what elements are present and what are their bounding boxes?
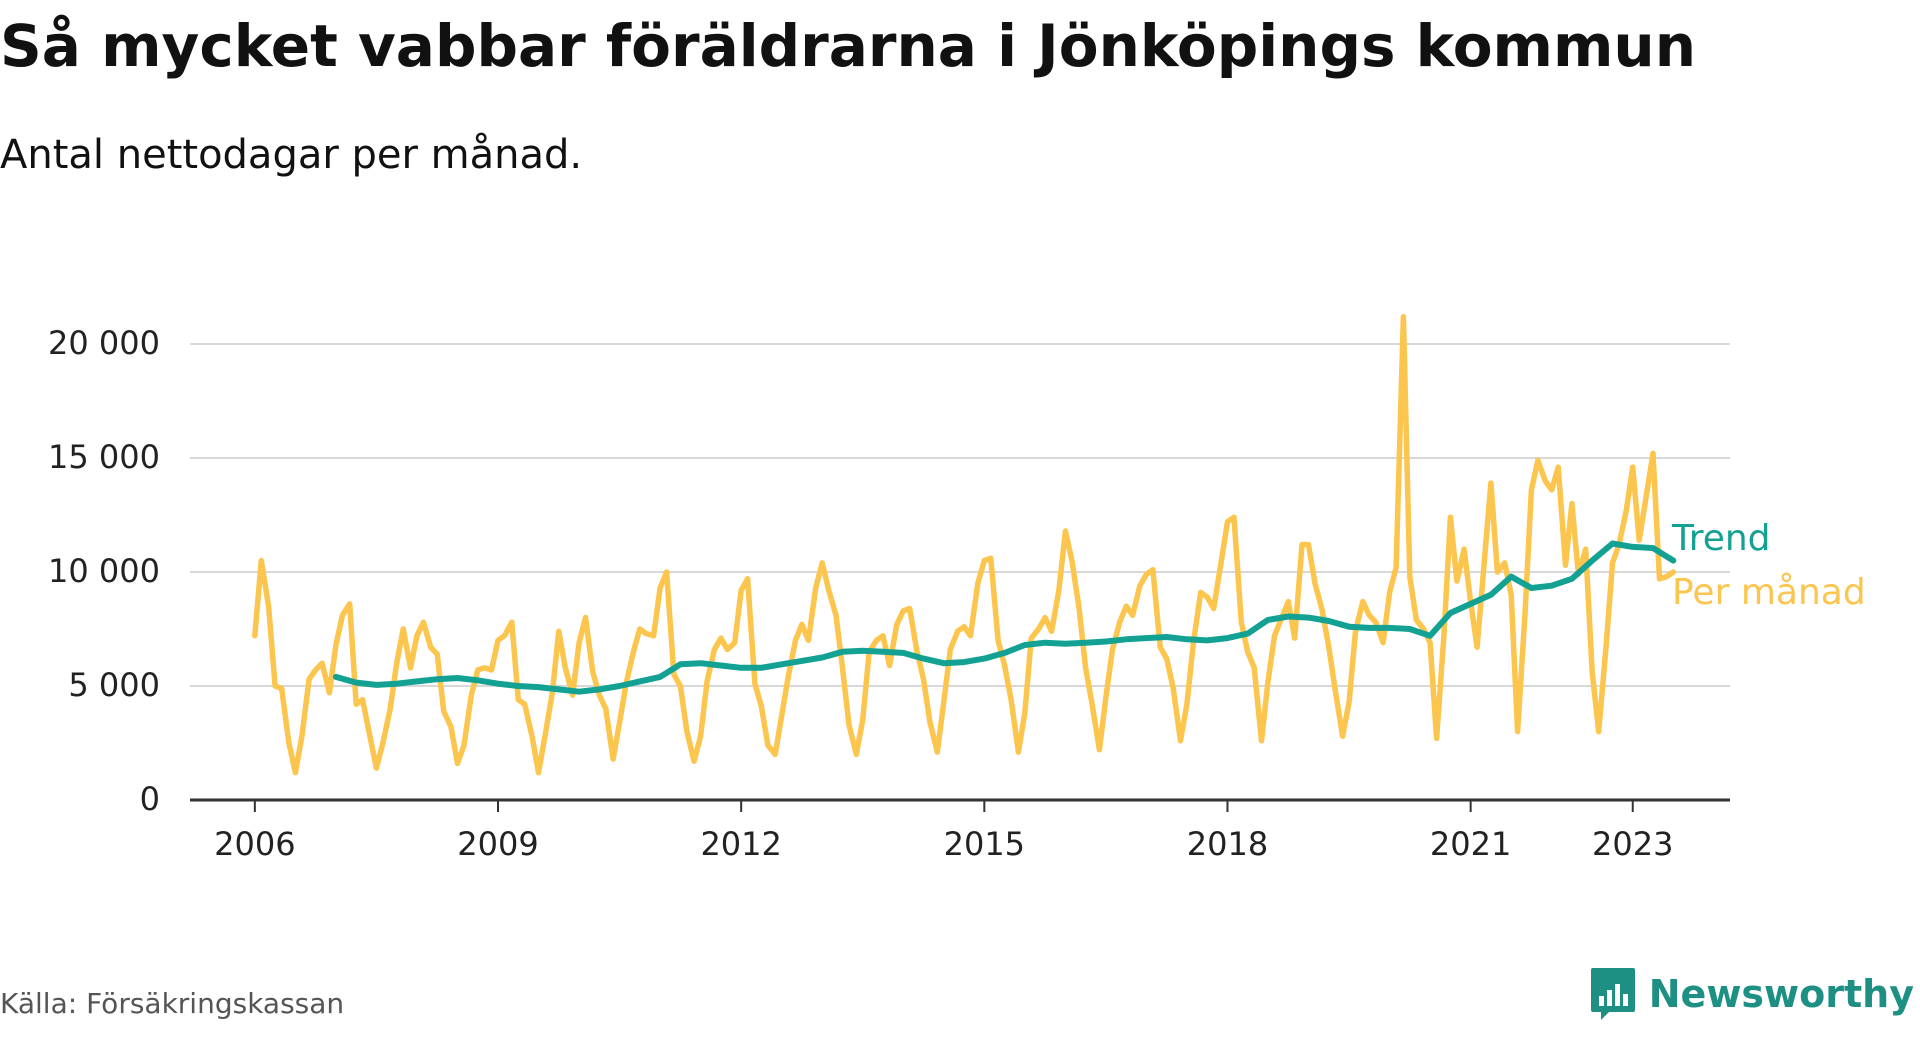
series-label-trend: Trend [1671,518,1771,559]
series-line-trend [332,540,1677,695]
series-end-labels: Trend Per månad [1671,518,1866,613]
line-chart: 0 5 000 10 000 15 000 20 000 2006 2009 2012 201… [48,313,1866,863]
series-label-per-month: Per månad [1672,572,1866,613]
source-note: Källa: Försäkringskassan [0,987,345,1020]
y-tick-label: 10 000 [48,552,160,590]
x-tick-label: 2021 [1430,825,1511,863]
x-tick-label: 2018 [1187,825,1268,863]
x-tick-label: 2012 [700,825,781,863]
y-tick-label: 0 [140,780,160,818]
chart-title: Så mycket vabbar föräldrarna i Jönköping… [0,12,1696,80]
x-tick-label: 2015 [944,825,1025,863]
bar-chart-logo-icon [1590,968,1635,1020]
chart-subtitle: Antal nettodagar per månad. [0,132,583,178]
y-axis-tick-labels: 0 5 000 10 000 15 000 20 000 [48,324,160,818]
y-tick-label: 5 000 [68,666,160,704]
y-tick-label: 15 000 [48,438,160,476]
brand-name: Newsworthy [1648,972,1914,1016]
y-tick-label: 20 000 [48,324,160,362]
x-axis: 2006 2009 2012 2015 2018 2021 2023 [190,798,1730,863]
x-tick-label: 2009 [457,825,538,863]
series-line-per-month [252,313,1677,776]
x-tick-label: 2006 [214,825,295,863]
series-lines [252,313,1677,776]
brand-logo: Newsworthy [1589,966,1914,1022]
gridlines [190,343,1730,687]
x-tick-label: 2023 [1592,825,1673,863]
